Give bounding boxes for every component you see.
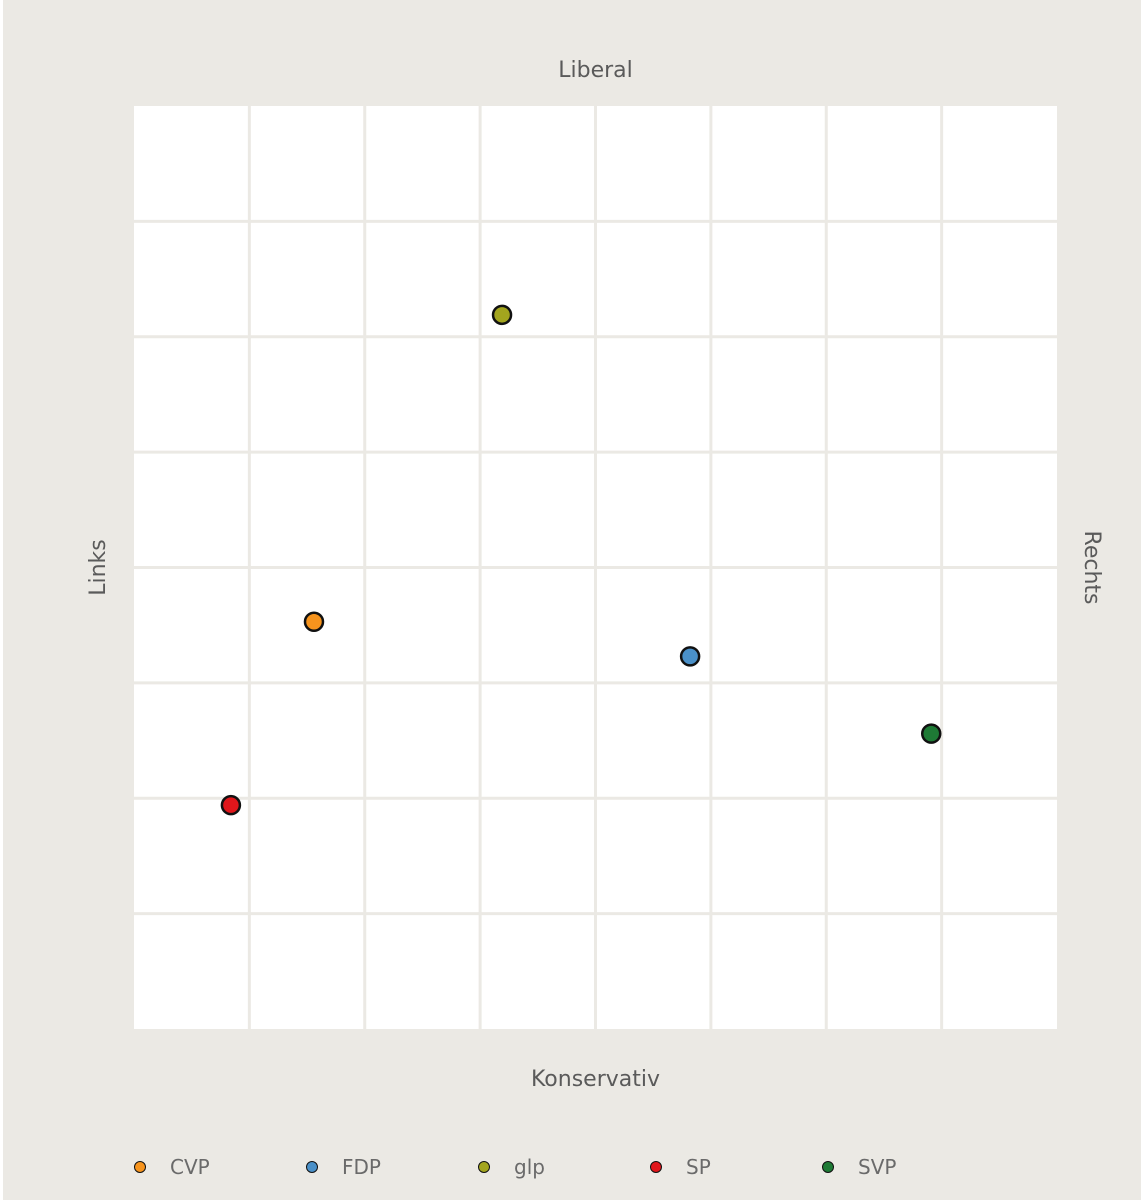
legend-marker xyxy=(306,1161,318,1173)
data-point-svp[interactable] xyxy=(920,723,942,744)
legend-item-cvp[interactable]: CVP xyxy=(134,1152,210,1182)
legend-label: SP xyxy=(686,1155,711,1179)
legend-label: SVP xyxy=(858,1155,897,1179)
legend-label: FDP xyxy=(342,1155,381,1179)
legend-marker xyxy=(134,1161,146,1173)
legend-marker xyxy=(650,1161,662,1173)
axis-label-left: Links xyxy=(86,539,111,596)
data-point-sp[interactable] xyxy=(220,794,242,816)
data-point-fdp[interactable] xyxy=(679,646,701,667)
legend: CVP FDP glp SP SVP xyxy=(134,1152,1034,1182)
legend-label: CVP xyxy=(170,1155,210,1179)
legend-item-fdp[interactable]: FDP xyxy=(306,1152,381,1182)
data-point-glp[interactable] xyxy=(491,304,513,326)
data-point-cvp[interactable] xyxy=(303,611,325,632)
legend-marker xyxy=(822,1161,834,1173)
legend-item-svp[interactable]: SVP xyxy=(822,1152,896,1182)
legend-item-sp[interactable]: SP xyxy=(650,1152,711,1182)
data-points xyxy=(220,304,942,816)
legend-item-glp[interactable]: glp xyxy=(478,1152,545,1182)
axis-label-bottom: Konservativ xyxy=(531,1067,660,1092)
axis-label-top: Liberal xyxy=(558,58,633,83)
axis-label-right: Rechts xyxy=(1079,531,1104,605)
scatter-chart: Liberal Konservativ Links Rechts xyxy=(86,58,1104,1092)
grid xyxy=(134,106,1057,1029)
legend-label: glp xyxy=(514,1155,545,1179)
legend-marker xyxy=(478,1161,490,1173)
